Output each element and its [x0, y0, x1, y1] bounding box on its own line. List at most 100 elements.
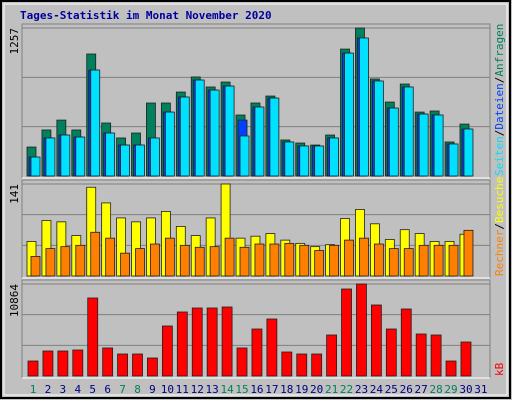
x-tick-label: 12: [191, 383, 204, 396]
x-tick-label: 5: [89, 383, 96, 396]
y-tick-label: 1257: [8, 28, 21, 55]
bar: [445, 360, 457, 377]
bar: [388, 248, 399, 277]
x-tick-label: 31: [474, 383, 487, 396]
bar: [370, 304, 382, 377]
bar: [430, 334, 442, 377]
x-tick-label: 17: [265, 383, 278, 396]
bar: [191, 307, 203, 377]
x-tick-label: 27: [415, 383, 428, 396]
bar: [72, 349, 84, 377]
bar: [373, 243, 384, 277]
bar: [30, 156, 41, 177]
y-tick-label: 10864: [8, 284, 21, 317]
legend-entry: Besuche: [493, 177, 506, 223]
x-tick-label: 2: [45, 383, 52, 396]
bar: [296, 353, 308, 377]
x-tick-label: 11: [176, 383, 189, 396]
bar: [120, 252, 130, 277]
bar: [329, 244, 340, 277]
bar: [284, 242, 295, 277]
bar: [194, 79, 205, 177]
x-tick-label: 13: [206, 383, 219, 396]
bar: [314, 250, 325, 277]
bar: [344, 239, 354, 277]
x-tick-label: 23: [355, 383, 368, 396]
legend: Rechner/Besuche: [493, 177, 506, 276]
bar: [75, 136, 86, 177]
legend-entry: kB: [493, 362, 506, 376]
bar: [120, 144, 130, 177]
bar: [45, 137, 56, 177]
x-tick-label: 21: [325, 383, 338, 396]
x-tick-label: 16: [250, 383, 263, 396]
bar: [463, 128, 474, 177]
bar: [161, 325, 173, 377]
bar: [90, 69, 101, 177]
bar: [359, 237, 369, 277]
x-tick-label: 8: [134, 383, 141, 396]
legend-separator: /: [493, 130, 506, 137]
bar: [90, 231, 101, 277]
bar: [403, 248, 414, 277]
x-tick-label: 1: [30, 383, 37, 396]
bar: [269, 243, 280, 277]
bar: [314, 145, 325, 177]
bar: [221, 306, 233, 377]
bar: [254, 243, 265, 277]
x-tick-label: 30: [459, 383, 472, 396]
bar: [164, 111, 175, 177]
bar: [448, 143, 459, 177]
bar: [102, 347, 114, 377]
legend: Seiten/Dateien/Anfragen: [493, 24, 506, 176]
bar: [400, 308, 412, 377]
x-tick-label: 18: [280, 383, 293, 396]
bar: [433, 244, 444, 277]
bar: [281, 351, 293, 377]
bar: [117, 353, 128, 377]
bar: [209, 89, 220, 177]
bar: [251, 328, 263, 377]
legend-entry: Seiten: [493, 136, 506, 176]
bar: [385, 328, 397, 377]
x-tick-label: 3: [60, 383, 67, 396]
x-tick-label: 7: [119, 383, 126, 396]
bar: [224, 237, 235, 277]
bar: [164, 237, 175, 277]
bar: [105, 237, 116, 277]
x-tick-label: 20: [310, 383, 323, 396]
x-tick-label: 26: [400, 383, 413, 396]
legend-separator: /: [493, 77, 506, 84]
x-tick-label: 25: [385, 383, 398, 396]
bar: [254, 106, 265, 177]
bar: [236, 347, 248, 377]
bar: [150, 137, 160, 177]
bar: [194, 246, 205, 277]
bar: [135, 144, 145, 177]
legend: kB: [493, 362, 506, 376]
bar: [388, 107, 399, 177]
legend-separator: /: [493, 223, 506, 230]
bar: [239, 135, 250, 177]
bar: [460, 341, 472, 377]
bar: [373, 80, 384, 177]
bar: [356, 283, 367, 377]
x-tick-label: 6: [104, 383, 111, 396]
bar: [463, 229, 474, 277]
bar: [209, 246, 220, 277]
bar: [176, 311, 188, 377]
bar: [239, 246, 250, 277]
bar: [45, 248, 56, 277]
x-tick-label: 29: [444, 383, 457, 396]
bar: [311, 353, 323, 377]
x-tick-label: 15: [235, 383, 248, 396]
bar: [27, 360, 39, 377]
x-tick-label: 22: [340, 383, 353, 396]
bar: [299, 145, 310, 177]
legend-entry: Rechner: [493, 229, 506, 276]
bar: [224, 85, 235, 177]
x-tick-label: 28: [429, 383, 442, 396]
bar: [135, 248, 145, 277]
plots: 1257Seiten/Dateien/Anfragen141Rechner/Be…: [8, 23, 506, 396]
